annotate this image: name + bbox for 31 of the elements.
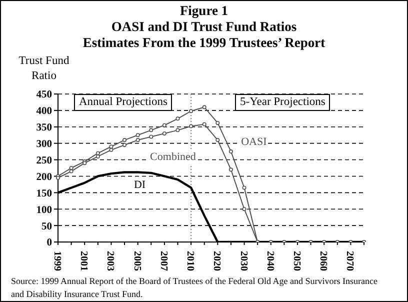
y-tick-label: 450: [36, 90, 52, 101]
x-tick-label: 2010: [184, 251, 196, 271]
x-tick-label: 2070: [344, 251, 356, 271]
x-tick-label: 2040: [264, 251, 276, 271]
x-tick-label: 2005: [131, 251, 142, 271]
x-tick-label: 2007: [158, 251, 169, 271]
x-tick-label: 2050: [290, 251, 302, 271]
series-label: DI: [132, 179, 147, 192]
y-tick-label: 0: [46, 238, 52, 249]
y-tick-label: 250: [36, 156, 52, 167]
x-tick-label: 2001: [78, 251, 90, 271]
x-tick-label: 1999: [52, 251, 62, 271]
y-tick-label: 150: [36, 188, 52, 200]
x-tick-label: 2003: [104, 251, 116, 271]
annotation: Annual Projections: [74, 94, 172, 111]
y-tick-label: 50: [42, 221, 52, 232]
chart-subtitle: OASI and DI Trust Fund Ratios Estimates From the 1999 Trustees’ Report: [82, 19, 326, 51]
annotation: 5-Year Projections: [235, 94, 330, 111]
x-tick-label: 2020: [211, 251, 222, 271]
series-label: OASI: [240, 136, 268, 149]
series-label: Combined: [149, 151, 197, 164]
y-tick-label: 300: [36, 139, 52, 150]
x-tick-label: 2030: [238, 251, 249, 271]
x-tick-label: 2060: [318, 251, 329, 271]
y-tick-label: 200: [36, 172, 52, 183]
y-tick-label: 100: [36, 204, 52, 216]
y-tick-label: 350: [36, 122, 52, 134]
y-tick-label: 400: [36, 106, 52, 118]
y-axis-title: Trust Fund Ratio: [18, 54, 70, 84]
chart-title: Figure 1: [178, 3, 230, 19]
source-note: Source: 1999 Annual Report of the Board of Trustees of the Federal Old Age and Survivors Insurance and Disability Insurance Trust Fund.: [11, 275, 378, 301]
